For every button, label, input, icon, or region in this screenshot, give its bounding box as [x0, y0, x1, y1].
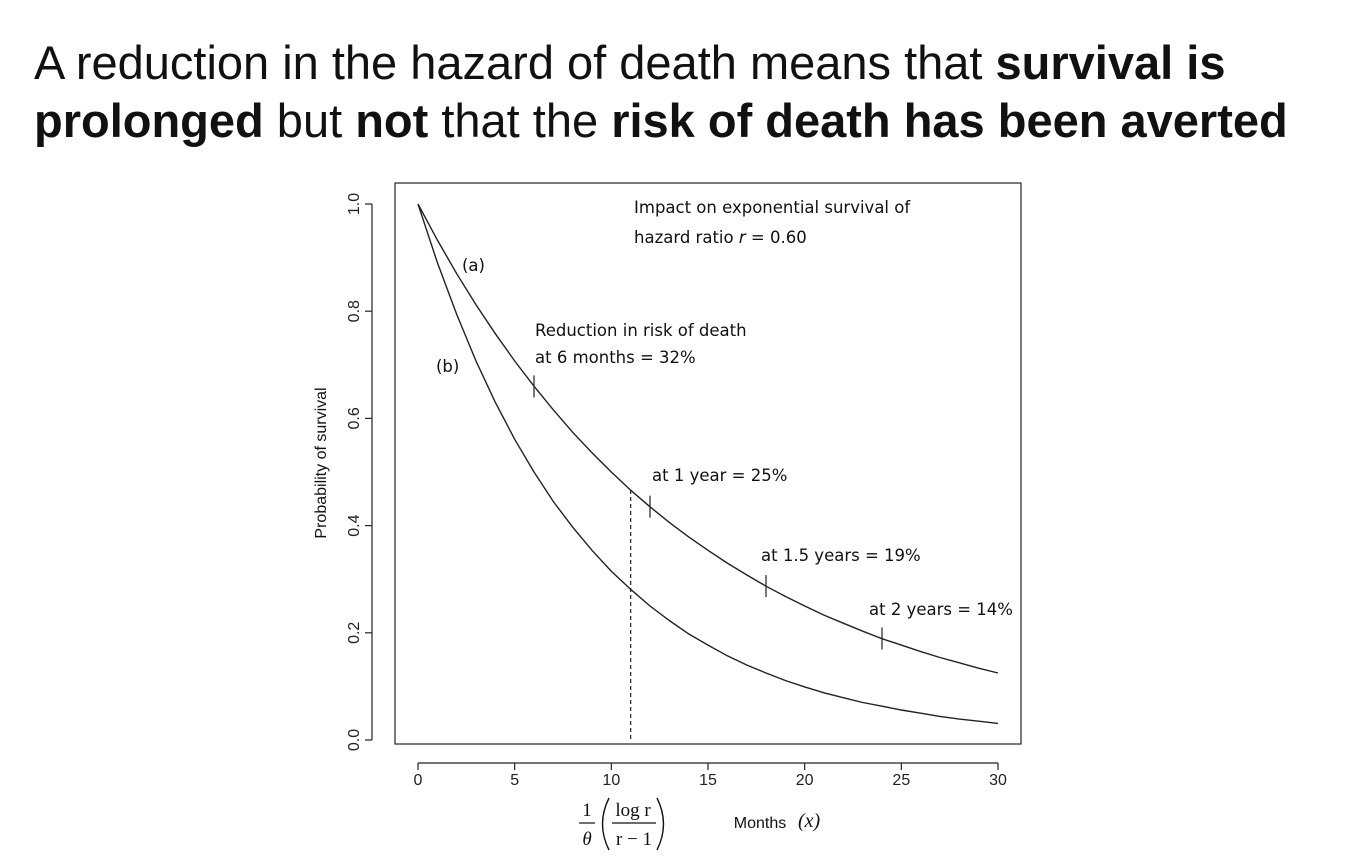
- chart-title-value: = 0.60: [746, 228, 807, 247]
- chart-title-text: hazard ratio: [634, 228, 739, 247]
- formula-numerator-2: log r: [615, 800, 651, 821]
- formula-denominator-1: θ: [582, 829, 591, 850]
- y-tick-label: 0.8: [346, 300, 363, 322]
- risk-annotation: at 1 year = 25%: [652, 466, 787, 485]
- title-segment: that the: [428, 94, 612, 147]
- curve-label-b: (b): [436, 357, 459, 376]
- risk-annotation: Reduction in risk of death: [535, 321, 747, 340]
- x-tick-label: 10: [602, 772, 620, 789]
- y-tick-label: 0.2: [346, 622, 363, 644]
- title-segment: but: [263, 94, 356, 147]
- curves: (a) (b): [417, 203, 999, 725]
- y-axis: 0.0 0.2 0.4 0.6 0.8 1.0: [346, 193, 373, 751]
- y-axis-label: Probability of survival: [313, 387, 330, 538]
- title-segment: A reduction in the hazard of death means…: [34, 36, 996, 89]
- x-axis: 0 5 10 15 20 25 30: [414, 762, 1007, 789]
- chart-title-variable: r: [739, 228, 747, 247]
- risk-annotation: at 2 years = 14%: [869, 600, 1013, 619]
- y-tick-label: 0.6: [346, 407, 363, 429]
- x-tick-label: 5: [510, 772, 519, 789]
- chart-title-line-1: Impact on exponential survival of: [634, 198, 911, 217]
- survival-curve-b: [417, 203, 999, 725]
- title-bold-segment: not: [355, 94, 429, 147]
- y-tick-label: 1.0: [346, 193, 363, 215]
- x-tick-label: 25: [892, 772, 910, 789]
- x-tick-label: 20: [796, 772, 814, 789]
- survival-curve-a: [417, 203, 999, 674]
- chart-title-line-2: hazard ratio r = 0.60: [634, 228, 807, 247]
- y-tick-label: 0.4: [346, 514, 363, 536]
- title-bold-segment: survival is: [995, 36, 1226, 89]
- risk-annotation: at 1.5 years = 19%: [761, 546, 921, 565]
- x-tick-label: 0: [414, 772, 423, 789]
- slide-title: A reduction in the hazard of death means…: [34, 34, 1354, 150]
- curve-label-a: (a): [462, 256, 485, 275]
- risk-annotation: at 6 months = 32%: [535, 348, 696, 367]
- x-axis-label: Months: [734, 815, 786, 832]
- formula-numerator-1: 1: [582, 800, 592, 821]
- y-tick-label: 0.0: [346, 729, 363, 751]
- formula-left-paren: [601, 797, 610, 851]
- title-bold-segment: prolonged: [34, 94, 264, 147]
- annotations: Reduction in risk of death at 6 months = …: [533, 321, 1013, 740]
- title-bold-segment: risk of death has been averted: [611, 94, 1288, 147]
- x-tick-label: 15: [699, 772, 717, 789]
- formula-denominator-2: r − 1: [616, 829, 652, 850]
- x-axis-variable: (x): [798, 810, 821, 832]
- plot-frame: [394, 182, 1022, 745]
- formula: 1 θ log r r − 1: [579, 797, 665, 851]
- formula-right-paren: [656, 797, 665, 851]
- x-tick-label: 30: [989, 772, 1007, 789]
